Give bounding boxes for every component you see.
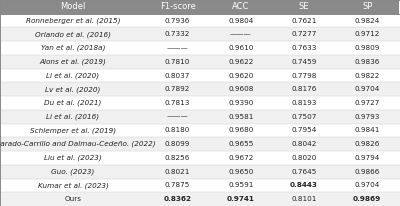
Text: 0.7621: 0.7621 bbox=[291, 18, 317, 24]
Bar bbox=[0, 96, 400, 110]
Text: Alvarado-Carrillo and Dalmau-Cedeño. (2022): Alvarado-Carrillo and Dalmau-Cedeño. (20… bbox=[0, 141, 156, 147]
Bar bbox=[0, 151, 400, 165]
Text: 0.9620: 0.9620 bbox=[228, 73, 254, 78]
Text: ———: ——— bbox=[167, 45, 188, 51]
Text: ACC: ACC bbox=[232, 2, 250, 11]
Text: 0.9680: 0.9680 bbox=[228, 128, 254, 133]
Bar bbox=[0, 124, 400, 137]
Text: 0.8020: 0.8020 bbox=[291, 155, 317, 161]
Text: Schlemper et al. (2019): Schlemper et al. (2019) bbox=[30, 127, 116, 134]
Bar bbox=[0, 27, 400, 41]
Text: 0.9826: 0.9826 bbox=[354, 141, 380, 147]
Text: 0.7936: 0.7936 bbox=[165, 18, 190, 24]
Text: 0.9655: 0.9655 bbox=[228, 141, 254, 147]
Text: Du et al. (2021): Du et al. (2021) bbox=[44, 100, 102, 106]
Bar bbox=[0, 179, 400, 192]
Text: 0.9866: 0.9866 bbox=[354, 169, 380, 175]
Text: 0.9869: 0.9869 bbox=[353, 196, 381, 202]
Text: 0.8021: 0.8021 bbox=[165, 169, 190, 175]
Text: Liu et al. (2023): Liu et al. (2023) bbox=[44, 155, 102, 161]
Bar bbox=[0, 55, 400, 69]
Bar bbox=[0, 69, 400, 82]
Text: 0.9712: 0.9712 bbox=[354, 31, 380, 37]
Text: 0.7875: 0.7875 bbox=[165, 182, 190, 188]
Text: 0.7633: 0.7633 bbox=[291, 45, 317, 51]
Text: Li et al. (2016): Li et al. (2016) bbox=[46, 114, 100, 120]
Text: 0.8037: 0.8037 bbox=[165, 73, 190, 78]
Text: 0.8180: 0.8180 bbox=[165, 128, 190, 133]
Bar bbox=[0, 82, 400, 96]
Text: 0.9804: 0.9804 bbox=[228, 18, 254, 24]
Text: 0.9836: 0.9836 bbox=[354, 59, 380, 65]
Bar bbox=[0, 110, 400, 124]
Text: Lv et al. (2020): Lv et al. (2020) bbox=[45, 86, 101, 92]
Text: 0.9608: 0.9608 bbox=[228, 86, 254, 92]
Text: 0.9581: 0.9581 bbox=[228, 114, 254, 120]
Text: Kumar et al. (2023): Kumar et al. (2023) bbox=[38, 182, 108, 189]
Text: 0.9741: 0.9741 bbox=[227, 196, 255, 202]
Text: 0.9650: 0.9650 bbox=[228, 169, 254, 175]
Text: 0.7892: 0.7892 bbox=[165, 86, 190, 92]
Text: 0.8042: 0.8042 bbox=[291, 141, 317, 147]
Text: Orlando et al. (2016): Orlando et al. (2016) bbox=[35, 31, 111, 38]
Text: 0.9704: 0.9704 bbox=[354, 86, 380, 92]
Text: 0.9794: 0.9794 bbox=[354, 155, 380, 161]
Text: 0.9622: 0.9622 bbox=[228, 59, 254, 65]
Text: Model: Model bbox=[60, 2, 86, 11]
Text: 0.8362: 0.8362 bbox=[164, 196, 192, 202]
Text: 0.7507: 0.7507 bbox=[291, 114, 317, 120]
Text: 0.9610: 0.9610 bbox=[228, 45, 254, 51]
Text: ———: ——— bbox=[167, 114, 188, 120]
Text: Ronneberger et al. (2015): Ronneberger et al. (2015) bbox=[26, 17, 120, 24]
Bar bbox=[0, 137, 400, 151]
Text: 0.8256: 0.8256 bbox=[165, 155, 190, 161]
Text: 0.9704: 0.9704 bbox=[354, 182, 380, 188]
Bar bbox=[336, 0, 399, 14]
Text: 0.9822: 0.9822 bbox=[354, 73, 380, 78]
Text: 0.8443: 0.8443 bbox=[290, 182, 318, 188]
Text: Li et al. (2020): Li et al. (2020) bbox=[46, 72, 100, 79]
Text: 0.7459: 0.7459 bbox=[291, 59, 317, 65]
Bar bbox=[272, 0, 336, 14]
Text: Yan et al. (2018a): Yan et al. (2018a) bbox=[41, 45, 105, 51]
Text: Alons et al. (2019): Alons et al. (2019) bbox=[40, 59, 106, 65]
Text: 0.8099: 0.8099 bbox=[165, 141, 190, 147]
Text: 0.8101: 0.8101 bbox=[291, 196, 317, 202]
Text: 0.7798: 0.7798 bbox=[291, 73, 317, 78]
Text: 0.9672: 0.9672 bbox=[228, 155, 254, 161]
Text: 0.7810: 0.7810 bbox=[165, 59, 190, 65]
Text: 0.8176: 0.8176 bbox=[291, 86, 317, 92]
Text: 0.9727: 0.9727 bbox=[354, 100, 380, 106]
Text: 0.8193: 0.8193 bbox=[291, 100, 317, 106]
Text: 0.9841: 0.9841 bbox=[354, 128, 380, 133]
Bar bbox=[0, 41, 400, 55]
Text: 0.7645: 0.7645 bbox=[291, 169, 317, 175]
Bar bbox=[0, 192, 400, 206]
Text: Ours: Ours bbox=[64, 196, 82, 202]
Text: 0.7813: 0.7813 bbox=[165, 100, 190, 106]
Text: 0.7332: 0.7332 bbox=[165, 31, 190, 37]
Text: ———: ——— bbox=[230, 31, 252, 37]
Text: 0.9793: 0.9793 bbox=[354, 114, 380, 120]
Bar bbox=[0, 165, 400, 179]
Text: 0.9824: 0.9824 bbox=[354, 18, 380, 24]
Bar bbox=[0, 0, 146, 14]
Text: Guo. (2023): Guo. (2023) bbox=[51, 169, 95, 175]
Bar bbox=[0, 14, 400, 27]
Bar bbox=[209, 0, 272, 14]
Bar bbox=[146, 0, 209, 14]
Text: 0.9390: 0.9390 bbox=[228, 100, 254, 106]
Text: 0.9809: 0.9809 bbox=[354, 45, 380, 51]
Text: SE: SE bbox=[299, 2, 309, 11]
Text: F1-score: F1-score bbox=[160, 2, 196, 11]
Text: 0.7954: 0.7954 bbox=[291, 128, 317, 133]
Text: SP: SP bbox=[362, 2, 372, 11]
Text: 0.7277: 0.7277 bbox=[291, 31, 317, 37]
Text: 0.9591: 0.9591 bbox=[228, 182, 254, 188]
